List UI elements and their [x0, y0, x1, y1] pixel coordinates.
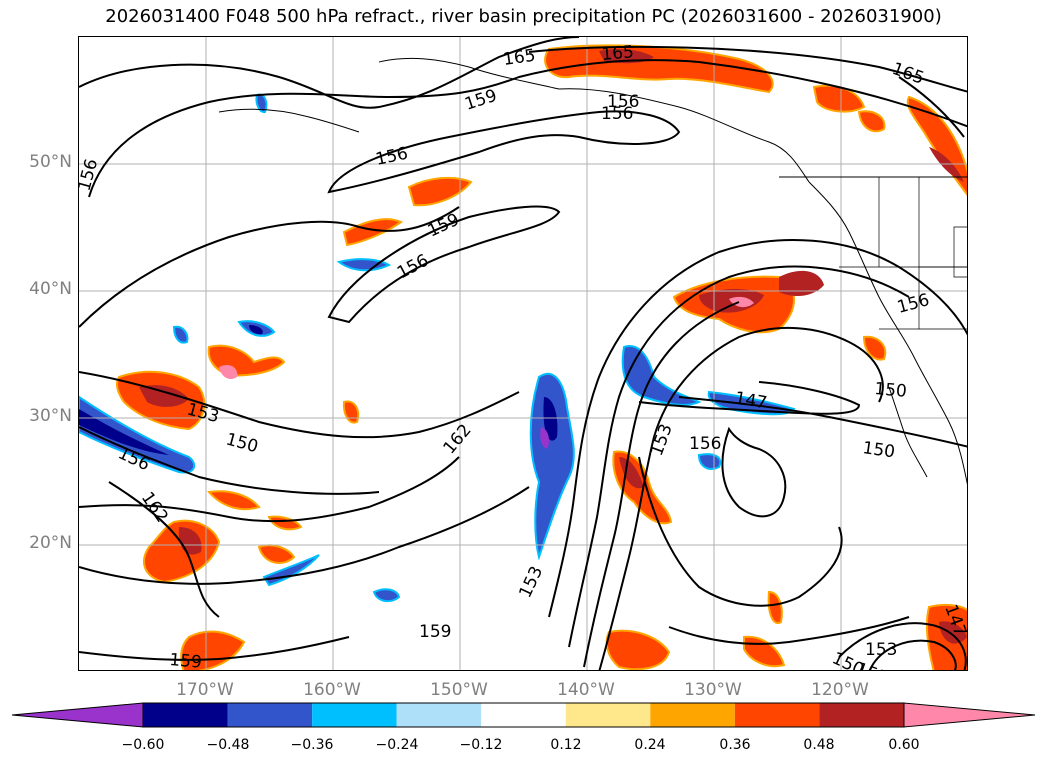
- precip-patch: [79, 409, 169, 455]
- precip-patch: [529, 372, 575, 561]
- precip-patch: [407, 176, 473, 207]
- contour-label: 165: [502, 46, 537, 70]
- lat-label: 40°N: [29, 279, 72, 299]
- precip-patch: [619, 457, 644, 489]
- precip-patch: [342, 400, 360, 424]
- contour-label: 156: [895, 290, 932, 318]
- precip-patch: [207, 344, 286, 377]
- colorbar-segment: [227, 703, 313, 727]
- precip-patch: [172, 325, 189, 344]
- colorbar-segment: [650, 703, 735, 727]
- contour-label: 150: [224, 430, 261, 458]
- lon-label: 140°W: [557, 680, 615, 700]
- colorbar-tick-label: 0.24: [634, 737, 666, 753]
- precip-patch: [544, 44, 774, 94]
- contour-label: 156: [374, 144, 410, 170]
- contour-label: 159: [462, 86, 499, 115]
- contour-label: 165: [889, 59, 926, 89]
- colorbar-segment: [481, 703, 566, 727]
- colorbar-segment: [734, 703, 820, 727]
- precip-patch: [743, 635, 786, 668]
- contour-label: 150: [874, 379, 908, 402]
- precip-patch: [857, 110, 886, 133]
- contour-label: 153: [647, 421, 677, 458]
- contour-label: 150: [829, 648, 867, 671]
- contour-label: 153: [853, 659, 890, 671]
- precip-patch: [812, 84, 866, 113]
- contour-label: 153: [515, 563, 547, 601]
- precip-patch: [219, 365, 238, 379]
- contour-label: 156: [607, 92, 639, 112]
- precip-patch: [540, 427, 549, 449]
- colorbar-tick-label: 0.60: [888, 737, 920, 753]
- precip-patch: [257, 544, 296, 564]
- contour-label: 153: [865, 640, 897, 660]
- contour-label: 156: [394, 251, 432, 284]
- colorbar-tick-label: 0.48: [803, 737, 835, 753]
- lon-label: 120°W: [811, 680, 869, 700]
- precip-patch: [621, 345, 702, 406]
- contour-label: 156: [689, 434, 721, 454]
- precip-patch: [543, 397, 558, 441]
- map-canvas: 165 165 165 159 156 156 156 159 156 156 …: [79, 37, 967, 671]
- precip-patch: [779, 270, 824, 297]
- borders: [799, 176, 967, 330]
- precip-patch: [342, 218, 404, 247]
- precip-patch: [207, 490, 261, 511]
- coastlines: [218, 57, 967, 485]
- precip-patch: [862, 335, 887, 361]
- precip-patch: [767, 590, 783, 625]
- precip-patch: [267, 515, 303, 531]
- map-panel: 165 165 165 159 156 156 156 159 156 156 …: [78, 36, 968, 671]
- precip-patch: [336, 258, 392, 272]
- contour-label: 159: [419, 622, 451, 642]
- colorbar-tick-label: −0.48: [206, 737, 250, 753]
- contour-label: 150: [861, 438, 896, 462]
- colorbar-extend-low: [11, 702, 144, 728]
- lat-label: 20°N: [29, 533, 72, 553]
- precip-patch: [939, 621, 967, 644]
- figure-title: 2026031400 F048 500 hPa refract., river …: [105, 6, 942, 27]
- contour-label: 159: [169, 650, 203, 671]
- lon-label: 130°W: [684, 680, 742, 700]
- precip-patch: [249, 325, 263, 335]
- contour-label: 165: [601, 42, 635, 65]
- lon-label: 160°W: [303, 680, 361, 700]
- precip-patch: [697, 453, 722, 470]
- colorbar-tick-label: 0.36: [719, 737, 751, 753]
- precip-patch: [372, 588, 401, 603]
- precip-patch: [139, 385, 189, 407]
- colorbar-segment: [819, 703, 904, 727]
- contour-label: 162: [137, 488, 172, 526]
- graticule: [79, 37, 967, 670]
- colorbar: [11, 702, 1036, 728]
- lon-label: 170°W: [176, 680, 234, 700]
- colorbar-segment: [396, 703, 482, 727]
- contour-label: 159: [425, 210, 463, 242]
- colorbar-segment: [565, 703, 651, 727]
- colorbar-tick-label: −0.60: [121, 737, 165, 753]
- contours: [79, 37, 967, 670]
- colorbar-segment: [312, 703, 397, 727]
- colorbar-tick-label: −0.36: [290, 737, 334, 753]
- colorbar-border: [142, 702, 905, 728]
- contour-label: 156: [601, 104, 633, 124]
- colorbar-tick-label: −0.24: [375, 737, 419, 753]
- lon-label: 150°W: [430, 680, 488, 700]
- colorbar-tick-label: −0.12: [459, 737, 503, 753]
- colorbar-segment: [143, 703, 228, 727]
- colorbar-tick-label: 0.12: [550, 737, 582, 753]
- contour-label: 162: [440, 420, 476, 458]
- lat-label: 30°N: [29, 406, 72, 426]
- colorbar-extend-high: [903, 702, 1036, 728]
- precip-patch: [605, 629, 671, 670]
- precip-patch: [906, 95, 967, 196]
- lat-label: 50°N: [29, 152, 72, 172]
